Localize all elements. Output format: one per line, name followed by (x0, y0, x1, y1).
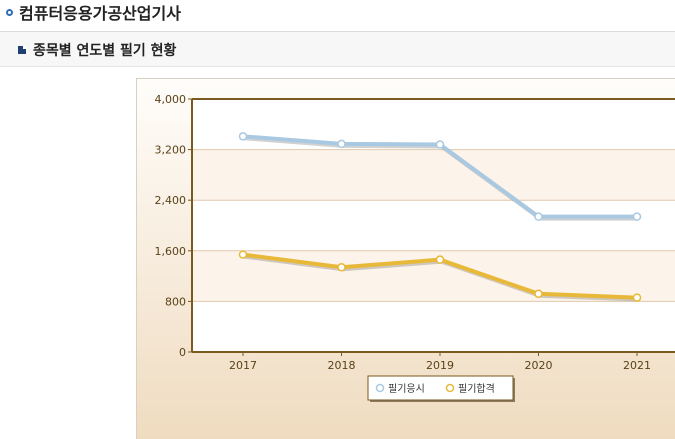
y-tick-label: 3,200 (155, 144, 187, 157)
data-point (238, 250, 248, 259)
top-divider (0, 31, 675, 32)
data-point (337, 262, 346, 272)
data-point (632, 293, 642, 302)
y-tick-label: 0 (179, 346, 186, 359)
section-title: 종목별 연도별 필기 현황 (18, 40, 176, 60)
data-point (435, 140, 445, 149)
x-tick-label: 2019 (426, 359, 454, 372)
page-title: 컴퓨터응용가공산업기사 (6, 0, 181, 24)
chart-container: 0 800 1,600 2,400 3,200 4,000 2017 2018 2019 2020… (136, 78, 675, 439)
y-tick-label: 800 (165, 295, 186, 308)
data-point (337, 139, 346, 149)
legend-label: 필기응시 (388, 383, 425, 395)
plot-band (192, 301, 675, 352)
ring-bullet-icon (6, 8, 13, 16)
y-tick-label: 4,000 (155, 93, 187, 106)
y-tick-label: 1,600 (155, 245, 187, 258)
legend-label: 필기합격 (458, 382, 495, 395)
x-tick-label: 2018 (328, 359, 356, 372)
square-bullet-icon (18, 46, 26, 54)
plot-band (192, 149, 675, 201)
x-tick-label: 2020 (525, 359, 553, 372)
x-tick-label: 2017 (229, 359, 257, 372)
legend-marker (445, 383, 455, 393)
y-tick-label: 2,400 (155, 194, 187, 207)
plot-band (192, 99, 675, 150)
data-point (534, 289, 543, 299)
page-title-text: 컴퓨터응용가공산업기사 (19, 4, 181, 23)
x-tick-label: 2021 (623, 359, 651, 372)
data-point (238, 132, 248, 141)
legend-marker (375, 383, 385, 393)
data-point (534, 212, 543, 221)
section-title-text: 종목별 연도별 필기 현황 (33, 43, 177, 59)
data-point (632, 212, 642, 221)
data-point (435, 255, 445, 264)
legend-box (367, 375, 514, 401)
section-header-bar (0, 32, 675, 67)
plot-band (192, 200, 675, 251)
line-chart: 0 800 1,600 2,400 3,200 4,000 2017 2018 2019 2020… (155, 93, 675, 402)
